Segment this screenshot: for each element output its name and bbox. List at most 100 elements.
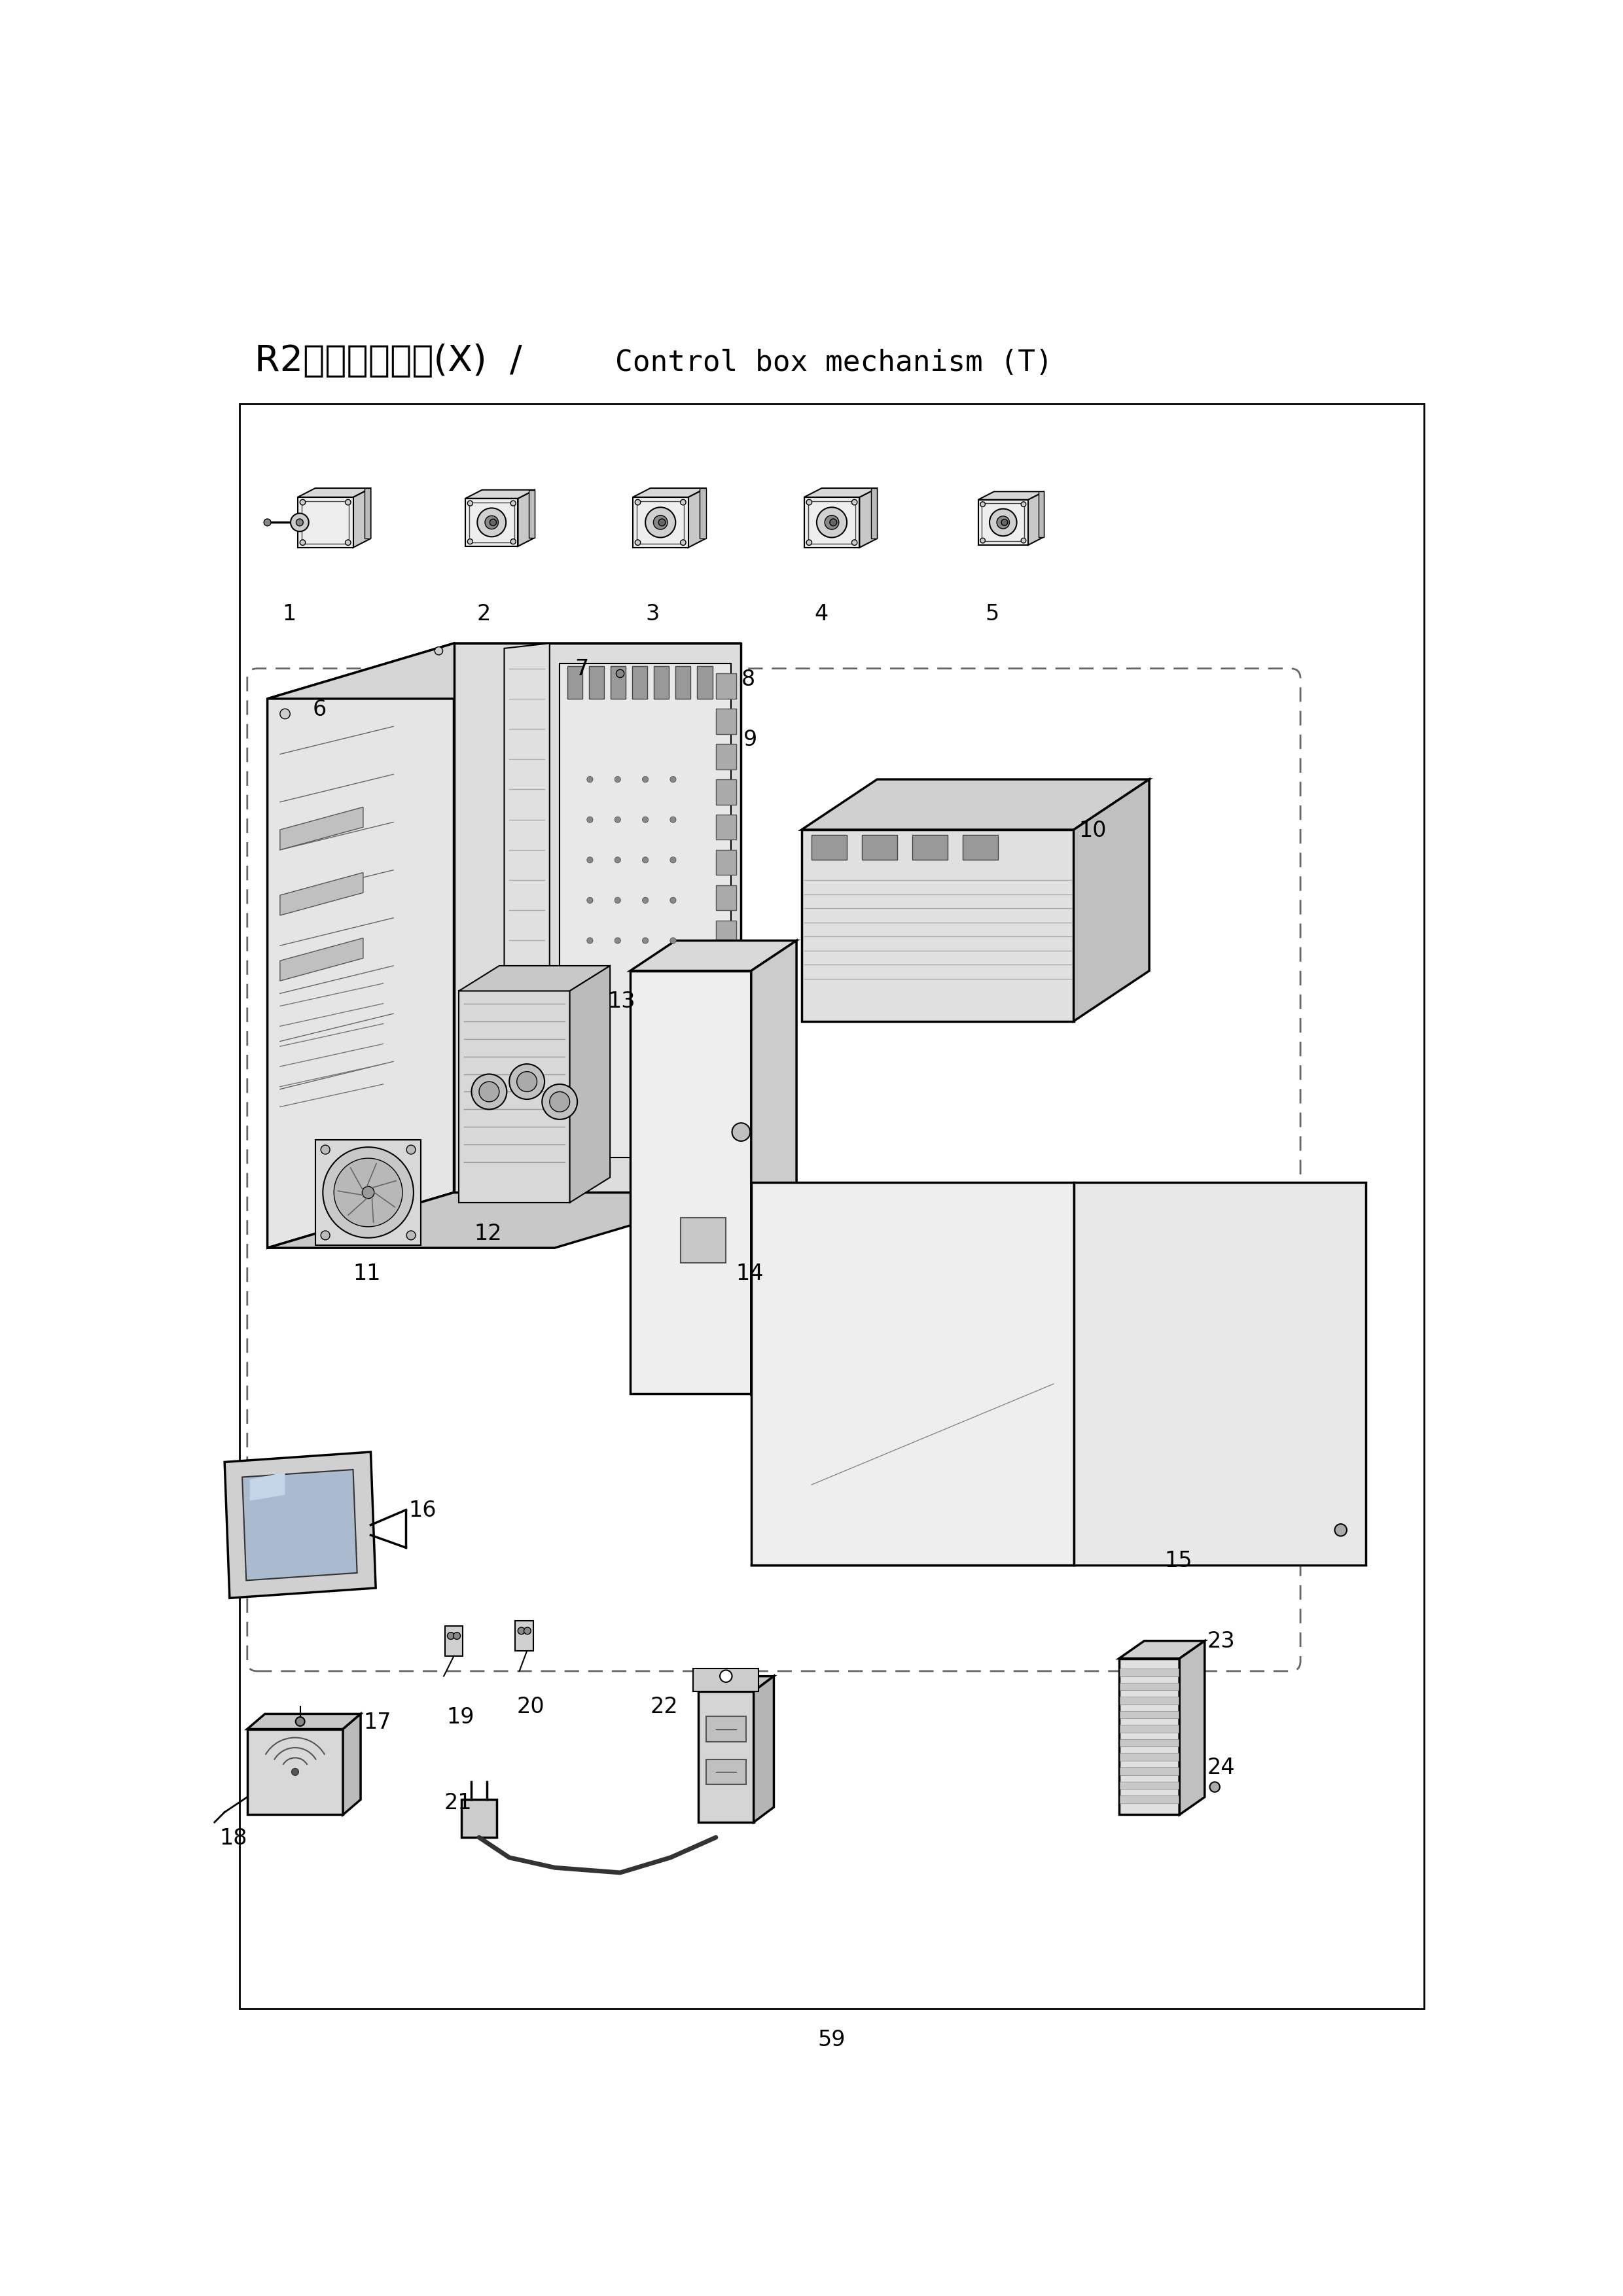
Polygon shape	[1027, 491, 1044, 544]
Polygon shape	[1120, 1768, 1178, 1775]
Circle shape	[615, 856, 620, 863]
Circle shape	[448, 1632, 454, 1639]
Polygon shape	[812, 836, 847, 861]
Polygon shape	[716, 1026, 737, 1052]
Circle shape	[406, 1146, 415, 1155]
Polygon shape	[354, 489, 370, 546]
Text: 10: 10	[1079, 820, 1107, 840]
Circle shape	[362, 1187, 375, 1199]
Polygon shape	[912, 836, 948, 861]
Polygon shape	[862, 836, 898, 861]
Polygon shape	[706, 1717, 747, 1743]
Circle shape	[997, 517, 1010, 528]
Circle shape	[467, 501, 472, 505]
Circle shape	[643, 856, 648, 863]
Polygon shape	[505, 643, 550, 1166]
Polygon shape	[675, 666, 691, 698]
Circle shape	[670, 856, 677, 863]
Circle shape	[346, 540, 351, 546]
Polygon shape	[716, 886, 737, 909]
Polygon shape	[872, 489, 876, 540]
Circle shape	[300, 501, 305, 505]
Polygon shape	[1074, 1182, 1367, 1566]
Polygon shape	[281, 939, 364, 980]
Polygon shape	[803, 489, 876, 498]
Circle shape	[643, 776, 648, 783]
Polygon shape	[342, 1713, 360, 1814]
Circle shape	[670, 937, 677, 944]
Polygon shape	[633, 489, 706, 498]
Polygon shape	[1120, 1711, 1178, 1717]
Circle shape	[646, 507, 675, 537]
Text: 13: 13	[607, 992, 635, 1013]
Polygon shape	[461, 1800, 497, 1837]
Polygon shape	[654, 666, 669, 698]
Circle shape	[346, 501, 351, 505]
Text: 18: 18	[219, 1828, 247, 1848]
Text: 23: 23	[1208, 1630, 1235, 1653]
Circle shape	[510, 1063, 545, 1100]
Polygon shape	[979, 501, 1027, 544]
Circle shape	[980, 503, 985, 507]
Circle shape	[807, 501, 812, 505]
Text: 16: 16	[409, 1499, 437, 1522]
Polygon shape	[1120, 1669, 1178, 1676]
Polygon shape	[610, 666, 626, 698]
Polygon shape	[529, 489, 534, 537]
Text: 24: 24	[1208, 1756, 1235, 1779]
Polygon shape	[716, 1061, 737, 1086]
Polygon shape	[1118, 1642, 1204, 1658]
Circle shape	[291, 514, 308, 530]
Polygon shape	[268, 643, 742, 698]
Polygon shape	[445, 1626, 463, 1655]
Circle shape	[670, 776, 677, 783]
Polygon shape	[224, 1451, 377, 1598]
Circle shape	[643, 898, 648, 902]
Polygon shape	[633, 666, 648, 698]
Polygon shape	[716, 709, 737, 735]
Circle shape	[295, 519, 304, 526]
Circle shape	[588, 856, 592, 863]
Circle shape	[292, 1768, 299, 1775]
Circle shape	[824, 514, 839, 530]
Text: 14: 14	[737, 1263, 764, 1283]
Polygon shape	[716, 673, 737, 698]
Polygon shape	[281, 808, 364, 850]
Text: 8: 8	[742, 668, 755, 691]
Polygon shape	[860, 489, 876, 546]
Text: 15: 15	[1164, 1550, 1193, 1573]
Polygon shape	[365, 489, 370, 540]
Polygon shape	[1120, 1697, 1178, 1704]
Polygon shape	[1120, 1724, 1178, 1733]
Circle shape	[654, 514, 667, 530]
Polygon shape	[247, 1713, 360, 1729]
Circle shape	[588, 937, 592, 944]
Polygon shape	[268, 1192, 742, 1249]
Circle shape	[588, 776, 592, 783]
Text: 3: 3	[646, 604, 659, 625]
Circle shape	[516, 1072, 537, 1091]
Circle shape	[467, 540, 472, 544]
Circle shape	[643, 937, 648, 944]
Polygon shape	[516, 1621, 534, 1651]
Polygon shape	[630, 941, 797, 971]
Polygon shape	[716, 992, 737, 1017]
Circle shape	[980, 537, 985, 544]
Polygon shape	[247, 1729, 342, 1814]
Polygon shape	[706, 1759, 747, 1784]
Circle shape	[680, 501, 687, 505]
Circle shape	[732, 1123, 750, 1141]
Circle shape	[524, 1628, 531, 1635]
Circle shape	[511, 540, 516, 544]
Polygon shape	[700, 489, 706, 540]
Polygon shape	[1120, 1738, 1178, 1747]
Circle shape	[680, 540, 687, 546]
Text: 20: 20	[516, 1697, 545, 1717]
Circle shape	[643, 817, 648, 822]
Circle shape	[435, 647, 443, 654]
Polygon shape	[1120, 1795, 1178, 1802]
Text: 21: 21	[443, 1793, 472, 1814]
Circle shape	[323, 1148, 414, 1238]
Polygon shape	[242, 1469, 357, 1580]
Text: 11: 11	[354, 1263, 381, 1283]
